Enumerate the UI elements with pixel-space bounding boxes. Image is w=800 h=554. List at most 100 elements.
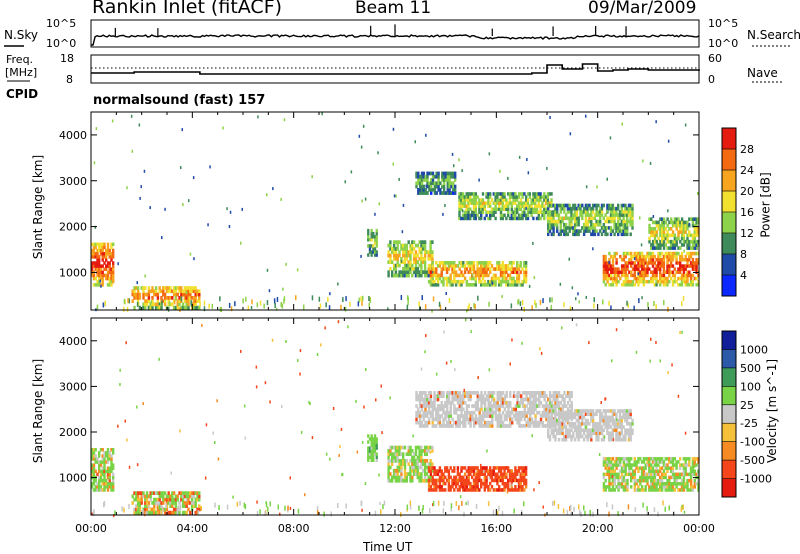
- scatter-cell: [427, 485, 431, 489]
- scatter-cell: [547, 216, 550, 221]
- scatter-cell: [414, 243, 418, 248]
- scatter-cell: [481, 210, 485, 214]
- scatter-cell: [600, 206, 604, 211]
- scatter-cell: [94, 488, 97, 492]
- scatter-cell: [415, 417, 418, 422]
- noise-cell: [461, 169, 463, 173]
- scatter-cell: [485, 273, 488, 278]
- scatter-cell: [98, 451, 101, 455]
- scatter-cell: [485, 407, 489, 412]
- scatter-cell: [496, 407, 499, 412]
- scatter-cell: [514, 279, 517, 284]
- scatter-cell: [611, 472, 615, 477]
- scatter-cell: [548, 415, 552, 420]
- scatter-cell: [512, 192, 515, 196]
- scatter-cell: [646, 482, 649, 486]
- scatter-cell: [101, 273, 104, 278]
- scatter-cell: [523, 472, 526, 476]
- scatter-cell: [682, 230, 686, 234]
- scatter-cell: [662, 254, 666, 259]
- scatter-cell: [590, 437, 593, 442]
- scatter-cell: [691, 460, 695, 464]
- scatter-cell: [192, 494, 196, 499]
- scatter-cell: [460, 207, 463, 211]
- scatter-cell: [94, 454, 97, 458]
- near-range-cell: [127, 298, 129, 304]
- scatter-cell: [657, 254, 660, 259]
- scatter-cell: [573, 428, 577, 432]
- scatter-cell: [564, 229, 568, 233]
- scatter-cell: [675, 217, 678, 221]
- scatter-cell: [422, 191, 425, 195]
- scatter-cell: [617, 226, 620, 230]
- scatter-cell: [591, 216, 595, 221]
- scatter-cell: [514, 198, 517, 202]
- scatter-cell: [431, 445, 434, 450]
- scatter-cell: [483, 420, 487, 425]
- scatter-cell: [510, 267, 513, 271]
- scatter-cell: [403, 267, 407, 271]
- scatter-cell: [103, 252, 106, 256]
- scatter-cell: [508, 261, 512, 265]
- scatter-cell: [498, 410, 501, 415]
- scatter-cell: [489, 394, 492, 398]
- scatter-cell: [447, 264, 451, 268]
- scatter-cell: [521, 466, 524, 470]
- scatter-cell: [423, 250, 427, 254]
- scatter-cell: [192, 501, 196, 505]
- scatter-cell: [402, 253, 405, 258]
- scatter-cell: [423, 449, 427, 453]
- scatter-cell: [420, 188, 424, 192]
- scatter-cell: [163, 497, 167, 502]
- scatter-cell: [633, 261, 636, 265]
- scatter-cell: [615, 279, 618, 284]
- scatter-cell: [577, 422, 580, 426]
- scatter-cell: [655, 223, 658, 228]
- scatter-cell: [554, 409, 557, 413]
- scatter-cell: [631, 222, 634, 227]
- scatter-cell: [602, 418, 605, 423]
- scatter-cell: [387, 449, 390, 453]
- scatter-cell: [512, 270, 515, 274]
- scatter-cell: [602, 203, 605, 208]
- scatter-cell: [599, 229, 602, 233]
- scatter-cell: [532, 397, 535, 402]
- scatter-cell: [566, 415, 570, 420]
- scatter-cell: [439, 181, 442, 186]
- noise-cell: [588, 341, 590, 345]
- scatter-cell: [626, 428, 629, 432]
- scatter-cell: [467, 397, 470, 402]
- scatter-cell: [630, 466, 633, 470]
- scatter-cell: [474, 420, 478, 425]
- scatter-cell: [608, 226, 611, 230]
- scatter-cell: [680, 472, 684, 477]
- scatter-cell: [135, 497, 138, 502]
- scatter-cell: [599, 222, 602, 227]
- scatter-cell: [617, 472, 620, 477]
- scatter-cell: [91, 482, 94, 486]
- scatter-cell: [110, 267, 113, 271]
- scatter-cell: [671, 472, 675, 477]
- scatter-cell: [581, 216, 584, 221]
- noise-cell: [180, 166, 182, 170]
- scatter-cell: [444, 475, 447, 480]
- scatter-cell: [462, 481, 465, 486]
- scatter-cell: [147, 299, 151, 303]
- scatter-cell: [548, 400, 552, 405]
- scatter-cell: [552, 431, 555, 436]
- scatter-cell: [529, 420, 532, 425]
- noise-cell: [320, 343, 322, 347]
- scatter-cell: [599, 409, 602, 413]
- scatter-cell: [403, 270, 407, 274]
- scatter-cell: [476, 261, 479, 265]
- scatter-cell: [615, 472, 618, 477]
- scatter-cell: [464, 417, 467, 422]
- scatter-cell: [626, 264, 629, 268]
- scatter-cell: [570, 412, 573, 416]
- scatter-cell: [630, 254, 633, 259]
- scatter-cell: [480, 204, 483, 208]
- scatter-cell: [461, 216, 465, 221]
- scatter-cell: [181, 292, 185, 297]
- scatter-cell: [688, 283, 691, 287]
- scatter-cell: [174, 501, 178, 505]
